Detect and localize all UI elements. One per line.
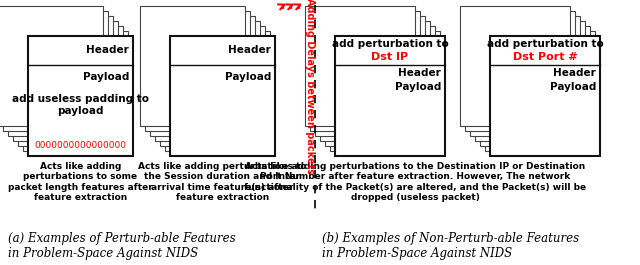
Text: (a) Examples of Perturb-able Features
in Problem-Space Against NIDS: (a) Examples of Perturb-able Features in… xyxy=(8,232,236,260)
Text: Acts like adding perturbations to
the Session duration and Inter
arrival time fe: Acts like adding perturbations to the Se… xyxy=(138,162,307,202)
Text: Header: Header xyxy=(86,45,129,55)
Text: Header: Header xyxy=(228,45,271,55)
Bar xyxy=(155,21,260,141)
Bar xyxy=(28,36,133,156)
Bar xyxy=(18,26,123,146)
Text: Payload: Payload xyxy=(395,82,441,92)
Bar xyxy=(480,26,590,146)
Text: Payload: Payload xyxy=(550,82,596,92)
Text: Header: Header xyxy=(398,68,441,78)
Text: add perturbation to: add perturbation to xyxy=(332,39,449,49)
Text: 0000000000000000: 0000000000000000 xyxy=(35,142,127,151)
Bar xyxy=(3,11,108,131)
Bar xyxy=(485,31,595,151)
Bar xyxy=(460,6,570,126)
Bar xyxy=(310,11,420,131)
Bar xyxy=(490,36,600,156)
Bar xyxy=(140,6,245,126)
Bar xyxy=(13,21,118,141)
Bar xyxy=(335,36,445,156)
Text: Header: Header xyxy=(553,68,596,78)
Bar xyxy=(470,16,580,136)
Text: Dst IP: Dst IP xyxy=(371,52,408,62)
Bar xyxy=(23,31,128,151)
Text: add useless padding to
payload: add useless padding to payload xyxy=(12,94,149,116)
Bar xyxy=(170,36,275,156)
Text: Adding Delays between packets: Adding Delays between packets xyxy=(305,0,315,174)
Bar xyxy=(145,11,250,131)
Text: add perturbation to: add perturbation to xyxy=(486,39,604,49)
Bar xyxy=(0,6,103,126)
Text: Payload: Payload xyxy=(225,72,271,82)
Bar xyxy=(315,16,425,136)
Text: Acts like adding perturbations to the Destination IP or Destination
Port Number : Acts like adding perturbations to the De… xyxy=(244,162,586,202)
Bar xyxy=(330,31,440,151)
Bar xyxy=(305,6,415,126)
Text: Acts like adding
perturbations to some
packet length features after
feature extr: Acts like adding perturbations to some p… xyxy=(8,162,153,202)
Bar xyxy=(8,16,113,136)
Bar xyxy=(320,21,430,141)
Bar xyxy=(150,16,255,136)
Bar xyxy=(160,26,265,146)
Bar xyxy=(165,31,270,151)
Bar xyxy=(325,26,435,146)
Text: Dst Port #: Dst Port # xyxy=(513,52,577,62)
Text: (b) Examples of Non-Perturb-able Features
in Problem-Space Against NIDS: (b) Examples of Non-Perturb-able Feature… xyxy=(322,232,579,260)
Text: Payload: Payload xyxy=(83,72,129,82)
Bar xyxy=(465,11,575,131)
Bar xyxy=(475,21,585,141)
